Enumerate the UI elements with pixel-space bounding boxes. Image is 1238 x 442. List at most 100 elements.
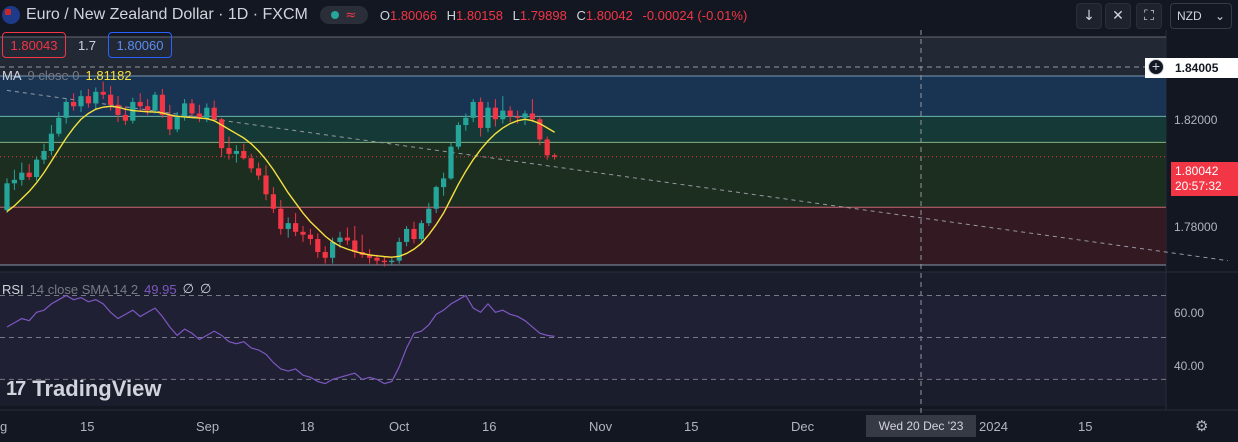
time-tick: Nov [589,419,613,434]
market-open-icon [331,11,340,19]
candle-body [226,148,232,154]
add-alert-icon[interactable]: + [1148,59,1164,75]
candle-body [219,119,225,149]
candle-body [330,241,336,258]
ma-value: 1.81182 [85,68,132,83]
candle-body [100,91,106,95]
candle-body [315,239,321,253]
candle-body [145,106,151,111]
market-status-pill[interactable]: ≈ [319,6,368,24]
candle-body [374,257,380,261]
price-tick: 1.82000 [1174,113,1218,127]
candle-body [478,101,484,128]
candle-body [108,94,114,105]
candle-body [63,101,69,118]
candle-body [470,101,476,118]
candle-body [396,241,402,261]
candle-body [11,179,17,184]
tradingview-name: TradingView [32,376,162,401]
change-value: -0.00024 (-0.01%) [642,7,748,23]
close-value: 1.80042 [585,7,633,23]
arrow-down-icon: ↓ [1083,8,1095,24]
rsi-pane-background [0,272,1166,406]
candle-body [463,117,469,126]
chevron-down-icon: ⌄ [1214,9,1225,23]
time-tick: Dec [791,419,815,434]
candle-body [448,146,454,179]
candle-body [34,159,40,177]
low-key: L [512,7,520,23]
ma-line [6,105,555,258]
symbol-title[interactable]: Euro / New Zealand Dollar · 1D · FXCM [26,6,308,23]
candle-body [278,208,284,229]
ma-legend[interactable]: MA 9 close 0 1.81182 [2,68,132,83]
candle-body [115,104,121,115]
rsi-legend[interactable]: RSI 14 close SMA 14 2 49.95 ∅ ∅ [2,281,211,297]
time-tick: g [0,419,8,434]
candle-body [270,194,276,209]
spread-value: 1.7 [77,37,97,53]
candle-body [300,231,306,235]
candle-body [552,155,558,157]
fullscreen-button[interactable]: ⛶ [1136,3,1162,29]
candle-body [41,151,47,160]
waves-icon: ≈ [345,7,357,23]
candle-body [337,237,343,242]
candle-body [233,151,239,154]
candle-body [418,223,424,240]
tradingview-logo[interactable]: 17 TradingView [6,376,161,402]
rsi-value-3: ∅ [199,281,212,296]
rsi-line [6,294,555,385]
candle-body [285,223,291,229]
sell-price-button[interactable]: 1.80043 [2,32,66,58]
rsi-label: RSI [2,281,24,297]
price-tick: 1.78000 [1174,220,1218,234]
last-price-label: 1.80042 20:57:32 [1171,162,1238,196]
candle-body [433,187,439,209]
settings-icon[interactable]: ⚙ [1195,417,1209,435]
candle-body [492,107,498,120]
ma-label: MA [2,68,22,83]
candle-body [152,94,158,111]
candle-body [544,139,550,156]
buy-price-button[interactable]: 1.80060 [108,32,172,58]
candle-body [485,107,491,128]
candle-body [26,172,32,177]
candle-body [404,228,410,242]
crosshair-date-label: Wed 20 Dec '23 [866,415,976,437]
rsi-value: 49.95 [144,281,177,297]
candle-body [93,91,99,104]
candle-body [174,116,180,130]
candle-body [182,103,188,117]
candle-body [159,94,165,115]
collapse-icon: ✕ [1112,8,1124,24]
candle-body [500,110,506,120]
currency-select[interactable]: NZD ⌄ [1170,3,1232,29]
candle-body [4,183,10,211]
rsi-value-2: ∅ [182,281,194,296]
rsi-tick: 60.00 [1174,306,1205,320]
arrow-down-button[interactable]: ↓ [1076,3,1102,29]
candle-body [293,223,299,232]
candle-body [56,117,62,134]
candle-body [241,151,247,159]
rsi-tick: 40.00 [1174,359,1205,373]
candle-body [256,168,262,176]
time-tick: 15 [1078,419,1093,434]
high-value: 1.80158 [456,7,503,23]
hover-price-label: 1.84005 [1145,58,1238,78]
currency-value: NZD [1177,9,1202,23]
price-zone [0,142,1166,208]
open-value: 1.80066 [389,7,437,23]
tradingview-mark-icon: 17 [6,377,26,400]
candle-body [455,125,461,147]
candle-body [204,107,210,118]
time-tick: Oct [389,419,410,434]
candle-body [71,101,77,107]
candle-body [85,96,91,104]
price-zone [0,207,1166,265]
time-tick: 18 [300,419,315,434]
collapse-button[interactable]: ✕ [1105,3,1131,29]
candle-body [529,113,535,120]
